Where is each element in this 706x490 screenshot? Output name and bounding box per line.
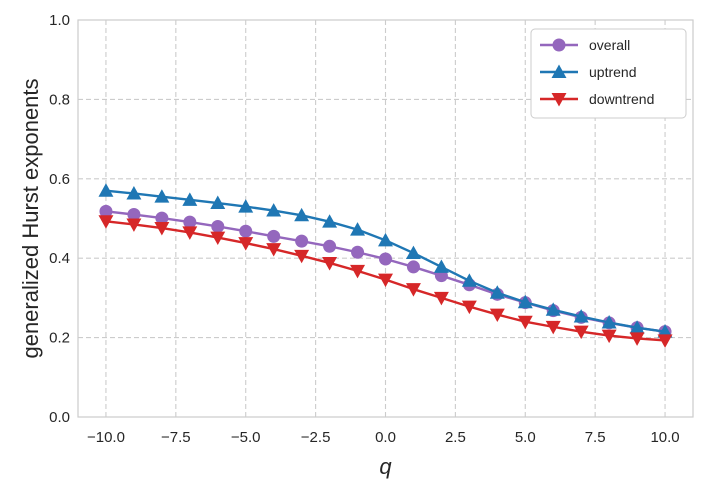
- data-point-overall: [183, 215, 197, 229]
- data-point-downtrend: [182, 226, 198, 240]
- legend-item-overall: overall: [540, 37, 630, 53]
- x-axis-title: q: [379, 454, 392, 479]
- legend-label-downtrend: downtrend: [589, 91, 654, 107]
- y-tick-label: 0.2: [49, 330, 70, 347]
- data-point-downtrend: [126, 218, 142, 232]
- data-point-downtrend: [98, 215, 114, 229]
- legend-box: [530, 28, 687, 119]
- data-point-downtrend: [433, 291, 449, 306]
- data-point-uptrend: [545, 302, 561, 316]
- x-tick-label: 2.5: [445, 429, 466, 446]
- y-tick-label: 1.0: [49, 12, 70, 29]
- y-tick-label: 0.6: [49, 171, 70, 188]
- data-point-uptrend: [601, 315, 617, 329]
- legend-item-uptrend: uptrend: [540, 64, 636, 80]
- legend-marker-overall: [552, 38, 566, 52]
- data-point-downtrend: [210, 231, 226, 246]
- y-tick-label: 0.4: [49, 250, 70, 267]
- data-point-uptrend: [657, 324, 673, 338]
- data-point-uptrend: [182, 192, 198, 206]
- data-point-downtrend: [545, 320, 561, 335]
- data-point-uptrend: [517, 294, 533, 309]
- data-point-overall: [295, 234, 309, 248]
- data-point-downtrend: [266, 243, 282, 257]
- x-tick-label: 7.5: [585, 429, 606, 446]
- data-point-uptrend: [294, 207, 310, 222]
- data-point-downtrend: [489, 308, 505, 323]
- plot-frame: [77, 19, 694, 418]
- data-point-overall: [406, 260, 420, 274]
- data-point-uptrend: [350, 222, 366, 236]
- data-point-downtrend: [405, 283, 421, 297]
- data-point-downtrend: [154, 222, 170, 236]
- data-point-overall: [155, 211, 169, 225]
- data-point-uptrend: [266, 203, 282, 217]
- x-axis: −10.0 −7.5 −5.0 −2.5 0.0 2.5 5.0 7.5 10.0: [87, 429, 680, 446]
- legend-marker-downtrend: [551, 93, 567, 107]
- y-axis-title: generalized Hurst exponents: [18, 78, 43, 358]
- data-point-downtrend: [629, 332, 645, 346]
- data-point-overall: [239, 224, 253, 238]
- data-point-uptrend: [489, 285, 505, 299]
- data-point-overall: [379, 252, 392, 266]
- data-point-overall: [127, 208, 141, 222]
- data-point-overall: [211, 219, 225, 233]
- data-point-downtrend: [378, 273, 393, 288]
- x-tick-label: −2.5: [301, 429, 331, 446]
- legend-label-uptrend: uptrend: [589, 64, 636, 80]
- series-layer: [98, 183, 673, 348]
- x-tick-label: −7.5: [161, 429, 191, 446]
- data-point-uptrend: [573, 309, 589, 323]
- data-point-overall: [267, 229, 281, 243]
- data-point-downtrend: [461, 300, 477, 315]
- data-point-uptrend: [433, 259, 449, 273]
- y-axis: 0.0 0.2 0.4 0.6 0.8 1.0: [49, 12, 70, 426]
- data-point-downtrend: [238, 237, 254, 251]
- data-point-uptrend: [210, 195, 226, 209]
- series-downtrend: [98, 215, 673, 348]
- data-point-downtrend: [322, 256, 338, 271]
- data-point-uptrend: [629, 320, 645, 334]
- x-tick-label: −10.0: [87, 429, 125, 446]
- data-point-downtrend: [573, 325, 589, 340]
- data-point-overall: [351, 245, 365, 259]
- data-point-uptrend: [322, 214, 338, 228]
- y-tick-label: 0.0: [49, 409, 70, 426]
- data-point-uptrend: [461, 273, 477, 287]
- data-point-overall: [99, 204, 113, 218]
- data-point-downtrend: [350, 264, 366, 279]
- legend-label-overall: overall: [589, 37, 630, 53]
- x-tick-label: 10.0: [650, 429, 679, 446]
- x-tick-label: −5.0: [231, 429, 261, 446]
- data-point-downtrend: [657, 334, 673, 348]
- y-tick-label: 0.8: [49, 91, 70, 108]
- legend: overall uptrend downtrend: [530, 28, 687, 119]
- data-point-downtrend: [294, 249, 310, 264]
- series-uptrend: [98, 183, 673, 338]
- data-point-uptrend: [238, 199, 254, 213]
- x-tick-label: 0.0: [375, 429, 396, 446]
- data-point-downtrend: [601, 329, 617, 344]
- legend-item-downtrend: downtrend: [540, 91, 654, 107]
- data-point-uptrend: [154, 189, 170, 203]
- data-point-uptrend: [126, 186, 142, 200]
- legend-marker-uptrend: [551, 64, 567, 78]
- x-tick-label: 5.0: [515, 429, 536, 446]
- data-point-uptrend: [98, 183, 114, 197]
- data-point-uptrend: [378, 232, 393, 247]
- data-point-overall: [323, 239, 337, 253]
- data-point-downtrend: [517, 315, 533, 330]
- data-point-uptrend: [405, 245, 421, 260]
